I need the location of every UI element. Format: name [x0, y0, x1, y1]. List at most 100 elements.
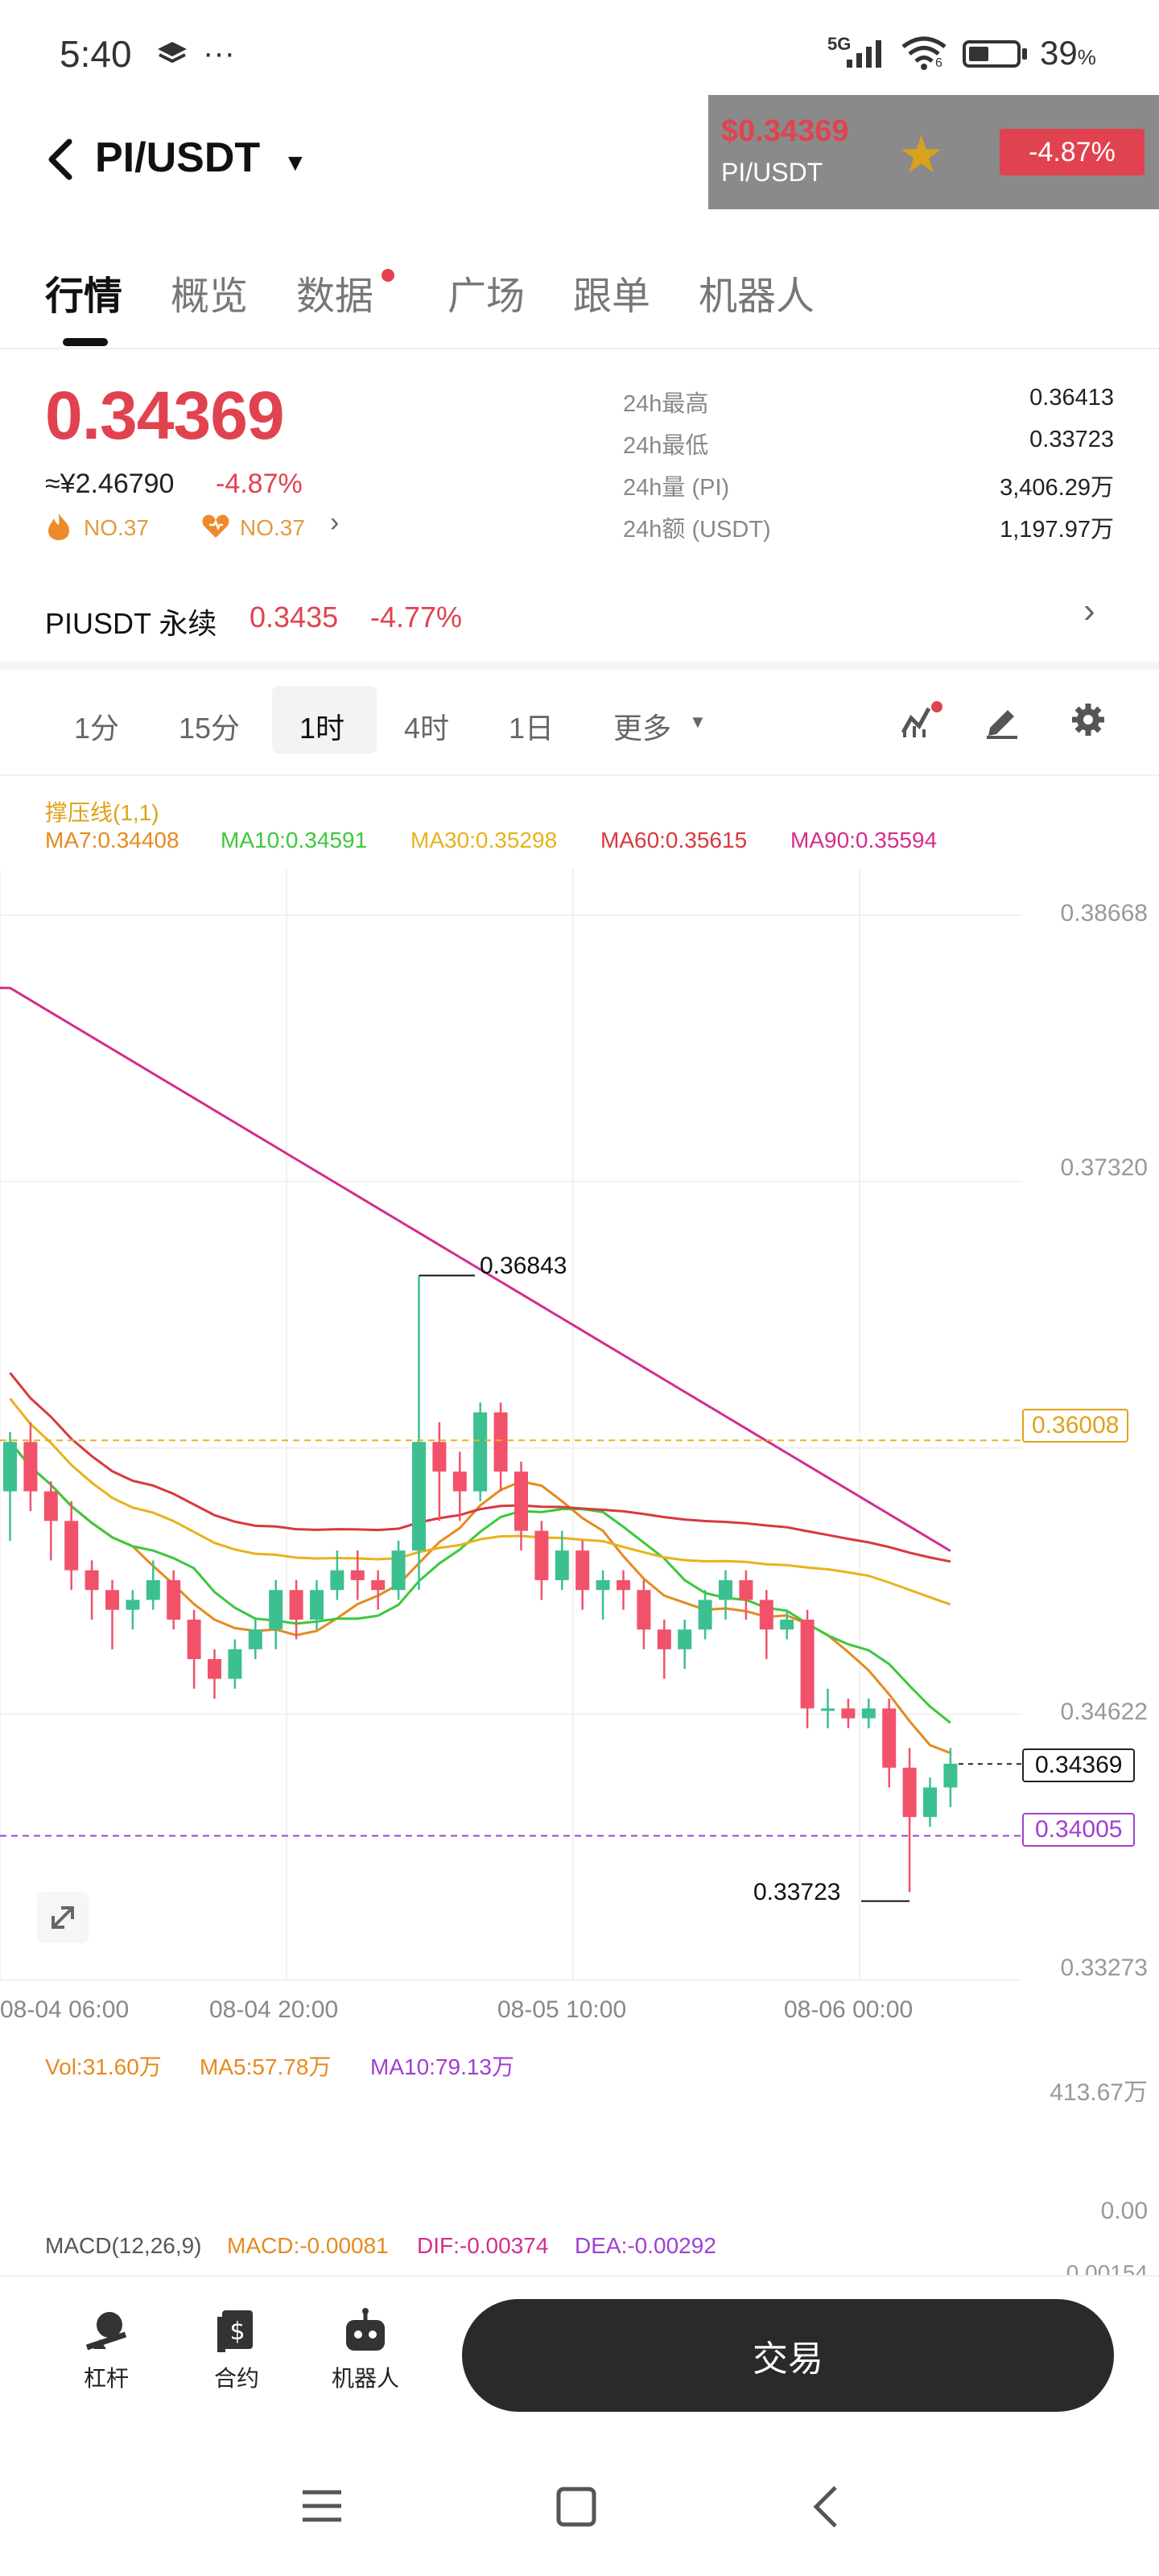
back-nav-icon[interactable]	[810, 2484, 842, 2533]
ma7-line	[9, 1441, 951, 1755]
leverage-label: 杠杆	[83, 2366, 129, 2391]
candle-body	[64, 1521, 79, 1571]
indicator-icon[interactable]	[900, 700, 945, 745]
candle-body	[391, 1550, 406, 1591]
settings-gear-icon[interactable]	[1070, 702, 1106, 741]
candle-body	[759, 1600, 773, 1630]
stat-value: 3,406.29万	[1000, 475, 1114, 501]
candle-body	[85, 1570, 99, 1591]
candle-body	[800, 1619, 815, 1709]
contract-button[interactable]: $ 合约	[204, 2307, 269, 2393]
ticker-pair: PI/USDT	[721, 158, 823, 187]
interval-4h[interactable]: 4时	[404, 712, 450, 745]
contract-icon: $	[217, 2310, 253, 2352]
support-resistance-label: 撑压线(1,1)	[45, 800, 159, 825]
tab-market[interactable]: 行情	[45, 275, 123, 318]
tab-copytrade[interactable]: 跟单	[573, 275, 651, 318]
robot-label: 机器人	[331, 2366, 399, 2391]
stat-label: 24h最高	[623, 391, 709, 417]
ma30-line	[9, 1397, 951, 1606]
battery-unit: %	[1077, 45, 1096, 69]
ticker-price: $0.34369	[721, 114, 849, 148]
leverage-button[interactable]: 杠杆	[74, 2307, 138, 2393]
back-button[interactable]	[45, 137, 77, 182]
home-icon[interactable]	[555, 2486, 597, 2532]
chevron-left-icon	[48, 138, 72, 180]
candle-body	[269, 1590, 283, 1630]
candle-body	[412, 1442, 426, 1551]
interval-15m[interactable]: 15分	[179, 712, 241, 745]
cny-price: ≈¥2.46790	[45, 469, 175, 499]
robot-button[interactable]: 机器人	[325, 2307, 406, 2393]
star-icon[interactable]: ★	[898, 126, 945, 184]
stat-value: 0.36413	[1029, 385, 1114, 411]
perp-name: PIUSDT 永续	[45, 607, 217, 640]
perp-price: 0.3435	[250, 601, 339, 634]
candle-body	[637, 1590, 651, 1630]
candle-body	[248, 1629, 262, 1649]
tab-indicator	[63, 338, 108, 346]
candle-body	[678, 1629, 692, 1649]
candle-body	[617, 1579, 630, 1591]
candle-body	[514, 1472, 528, 1531]
caret-down-icon[interactable]: ▼	[689, 712, 707, 732]
caret-down-icon[interactable]: ▼	[283, 150, 307, 176]
wifi-sub: 6	[935, 56, 942, 70]
stat-value: 1,197.97万	[1000, 517, 1114, 543]
interval-1h[interactable]: 1时	[299, 712, 345, 745]
candle-body	[861, 1708, 876, 1719]
draw-pen-icon[interactable]	[984, 702, 1021, 743]
candle-body	[371, 1579, 386, 1591]
interval-more[interactable]: 更多	[613, 712, 672, 745]
interval-1m[interactable]: 1分	[74, 712, 120, 745]
price-axis-label: 0.37320	[1060, 1154, 1148, 1181]
menu-icon[interactable]	[299, 2487, 344, 2529]
trade-button[interactable]: 交易	[462, 2299, 1114, 2412]
tab-data[interactable]: 数据	[296, 275, 374, 318]
chevron-right-icon[interactable]: ›	[1083, 591, 1095, 630]
tab-square[interactable]: 广场	[448, 275, 526, 318]
macd-label: MACD(12,26,9)	[45, 2233, 202, 2258]
layers-icon	[156, 40, 188, 73]
ma60-line	[9, 1372, 951, 1563]
low-marker: 0.33723	[753, 1879, 841, 1905]
ma30-label: MA30:0.35298	[410, 828, 558, 852]
ma7-label: MA7:0.34408	[45, 828, 179, 852]
svg-text:$: $	[229, 2318, 245, 2346]
candlestick-chart[interactable]	[0, 869, 1159, 2013]
ticker-change-badge: -4.87%	[1000, 129, 1145, 175]
candle-body	[657, 1629, 671, 1649]
candle-body	[780, 1619, 794, 1630]
ma90-line	[0, 986, 951, 1552]
time-axis-label: 08-06 00:00	[784, 1996, 914, 2023]
time-axis-label: 08-04 20:00	[209, 1996, 339, 2023]
price-axis-label: 0.34622	[1060, 1699, 1148, 1725]
high-marker: 0.36843	[480, 1253, 567, 1279]
candle-body	[821, 1708, 835, 1711]
pair-title[interactable]: PI/USDT	[95, 134, 261, 181]
battery-icon	[963, 40, 1021, 68]
interval-1d[interactable]: 1日	[509, 712, 555, 745]
time-axis-label: 08-04 06:00	[0, 1996, 130, 2023]
macd-value: MACD:-0.00081	[227, 2233, 389, 2258]
stat-label: 24h最低	[623, 433, 709, 459]
fullscreen-button[interactable]	[37, 1892, 89, 1943]
candle-body	[452, 1472, 467, 1492]
candle-body	[719, 1579, 732, 1600]
candle-body	[126, 1600, 140, 1610]
ma10-label: MA10:0.34591	[221, 828, 368, 852]
network-label: 5G	[827, 34, 852, 54]
rank-fav[interactable]: NO.37	[240, 515, 305, 540]
tab-robot[interactable]: 机器人	[699, 275, 815, 318]
candle-body	[555, 1550, 569, 1580]
battery-level: 39	[1040, 34, 1078, 72]
tab-overview[interactable]: 概览	[171, 275, 249, 318]
chevron-right-icon[interactable]: ›	[330, 507, 340, 538]
ma90-label: MA90:0.35594	[790, 828, 938, 852]
rank-hot[interactable]: NO.37	[84, 515, 149, 540]
candle-body	[228, 1649, 242, 1679]
candle-body	[330, 1570, 344, 1591]
candle-body	[698, 1600, 712, 1630]
candle-body	[146, 1579, 160, 1600]
candle-body	[310, 1590, 324, 1620]
